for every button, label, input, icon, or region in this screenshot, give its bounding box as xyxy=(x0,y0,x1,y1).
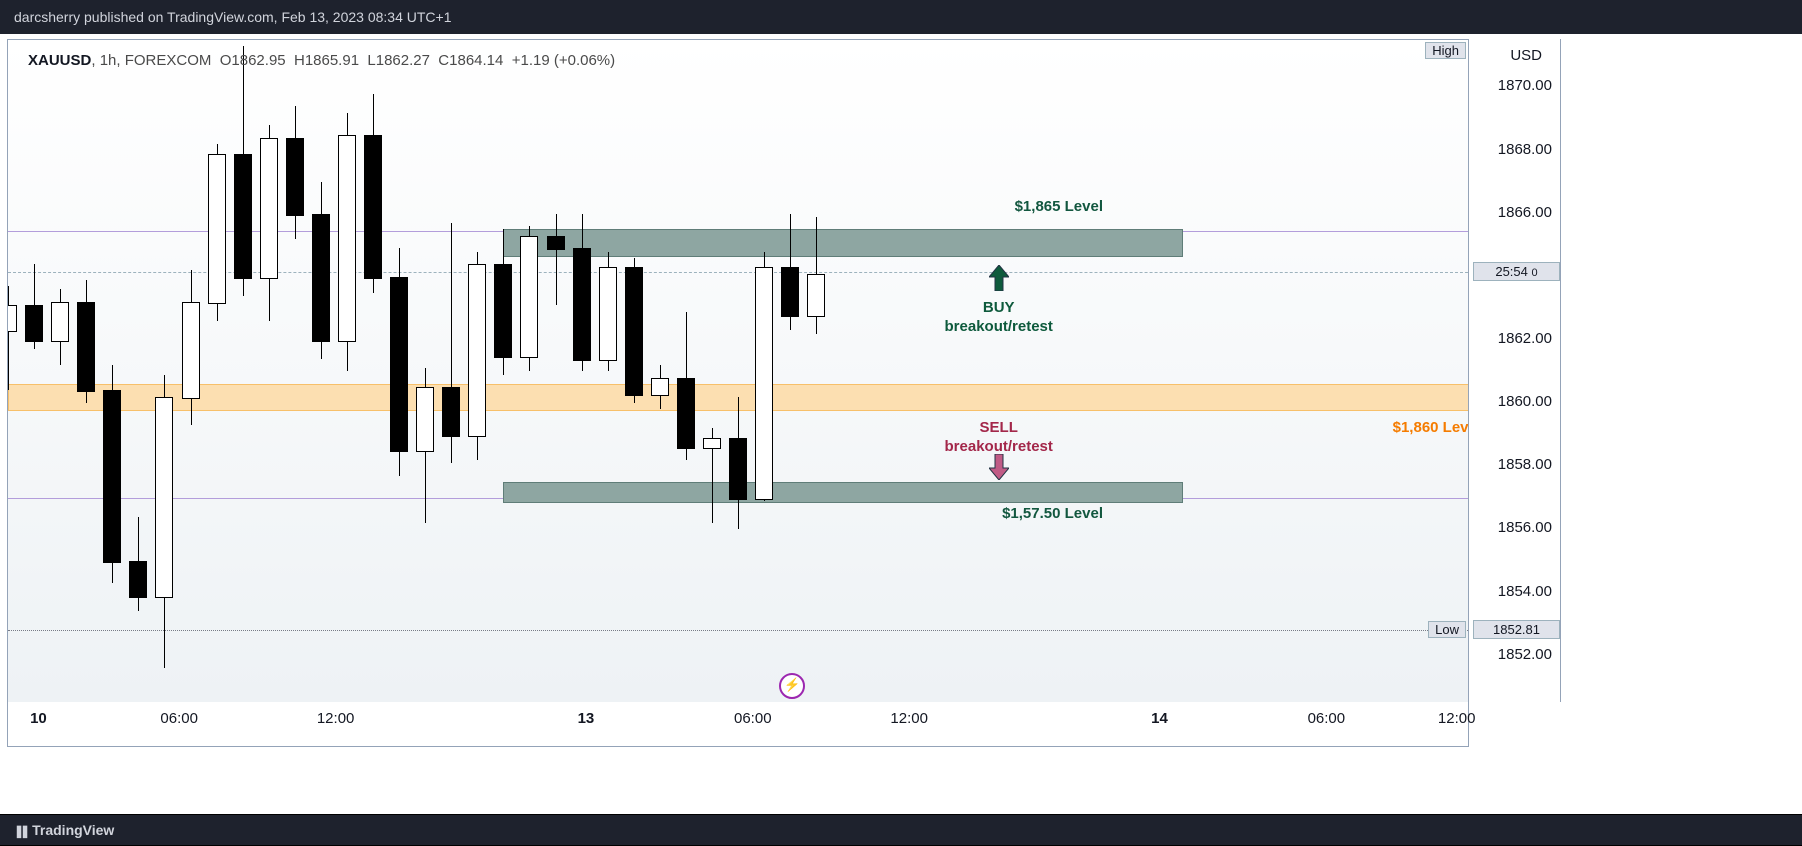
candle xyxy=(49,40,71,703)
y-tick: 1856.00 xyxy=(1498,519,1552,536)
candle xyxy=(805,40,827,703)
price-plot[interactable]: XAUUSD, 1h, FOREXCOM O1862.95 H1865.91 L… xyxy=(7,39,1469,704)
candle xyxy=(466,40,488,703)
candle xyxy=(675,40,697,703)
chart-screenshot: darcsherry published on TradingView.com,… xyxy=(0,0,1802,845)
candle xyxy=(336,40,358,703)
candle xyxy=(101,40,123,703)
countdown-tag: 25:54 0 xyxy=(1473,262,1560,281)
annotation-text: $1,860 Level xyxy=(1393,419,1469,436)
annotation-text: $1,865 Level xyxy=(1015,198,1103,215)
annotation-text: breakout/retest xyxy=(919,438,1079,455)
symbol-legend: XAUUSD, 1h, FOREXCOM O1862.95 H1865.91 L… xyxy=(28,52,615,69)
candle xyxy=(414,40,436,703)
time-axis[interactable]: 1006:0012:001306:0012:001406:0012:00 xyxy=(7,702,1469,747)
candle xyxy=(545,40,567,703)
candle xyxy=(258,40,280,703)
up-arrow-icon xyxy=(989,265,1009,294)
chart-area[interactable]: XAUUSD, 1h, FOREXCOM O1862.95 H1865.91 L… xyxy=(0,34,1802,814)
candle xyxy=(623,40,645,703)
candle xyxy=(597,40,619,703)
event-marker-icon[interactable]: ⚡ xyxy=(779,673,805,699)
candle xyxy=(727,40,749,703)
candle xyxy=(388,40,410,703)
high-badge: High xyxy=(1425,42,1466,59)
y-tick: 1870.00 xyxy=(1498,77,1552,94)
y-tick: 1852.00 xyxy=(1498,646,1552,663)
low-badge: Low xyxy=(1428,621,1466,638)
y-tick: 1858.00 xyxy=(1498,456,1552,473)
candle xyxy=(571,40,593,703)
candle xyxy=(518,40,540,703)
candle xyxy=(779,40,801,703)
y-tick: 1860.00 xyxy=(1498,393,1552,410)
candle xyxy=(440,40,462,703)
candle xyxy=(232,40,254,703)
currency-label: USD xyxy=(1510,47,1542,64)
candle xyxy=(284,40,306,703)
candle xyxy=(153,40,175,703)
candle xyxy=(701,40,723,703)
publish-header: darcsherry published on TradingView.com,… xyxy=(0,0,1802,34)
x-tick: 12:00 xyxy=(317,710,355,727)
candle xyxy=(206,40,228,703)
x-tick: 12:00 xyxy=(890,710,928,727)
x-tick: 12:00 xyxy=(1438,710,1476,727)
y-tick: 1868.00 xyxy=(1498,141,1552,158)
candle xyxy=(753,40,775,703)
candle xyxy=(127,40,149,703)
candle xyxy=(180,40,202,703)
price-axis[interactable]: USD 1870.00 1868.00 1866.00 1862.00 1860.00 1… xyxy=(1470,39,1561,702)
low-price-tag: 1852.81 xyxy=(1473,620,1560,639)
candle xyxy=(23,40,45,703)
x-tick: 06:00 xyxy=(160,710,198,727)
candle xyxy=(310,40,332,703)
down-arrow-icon xyxy=(989,454,1009,483)
candle xyxy=(75,40,97,703)
x-tick: 06:00 xyxy=(1308,710,1346,727)
y-tick: 1862.00 xyxy=(1498,330,1552,347)
annotation-text: breakout/retest xyxy=(919,318,1079,335)
candle xyxy=(7,40,19,703)
footer-bar: TradingView xyxy=(0,815,1802,845)
tradingview-logo: TradingView xyxy=(14,822,114,838)
x-tick: 10 xyxy=(30,710,47,727)
annotation-text: $1,57.50 Level xyxy=(1002,505,1103,522)
candle xyxy=(492,40,514,703)
x-tick: 14 xyxy=(1151,710,1168,727)
x-tick: 13 xyxy=(578,710,595,727)
candle xyxy=(649,40,671,703)
annotation-text: BUY xyxy=(919,299,1079,316)
annotation-text: SELL xyxy=(919,419,1079,436)
x-tick: 06:00 xyxy=(734,710,772,727)
candle xyxy=(362,40,384,703)
y-tick: 1866.00 xyxy=(1498,204,1552,221)
y-tick: 1854.00 xyxy=(1498,583,1552,600)
